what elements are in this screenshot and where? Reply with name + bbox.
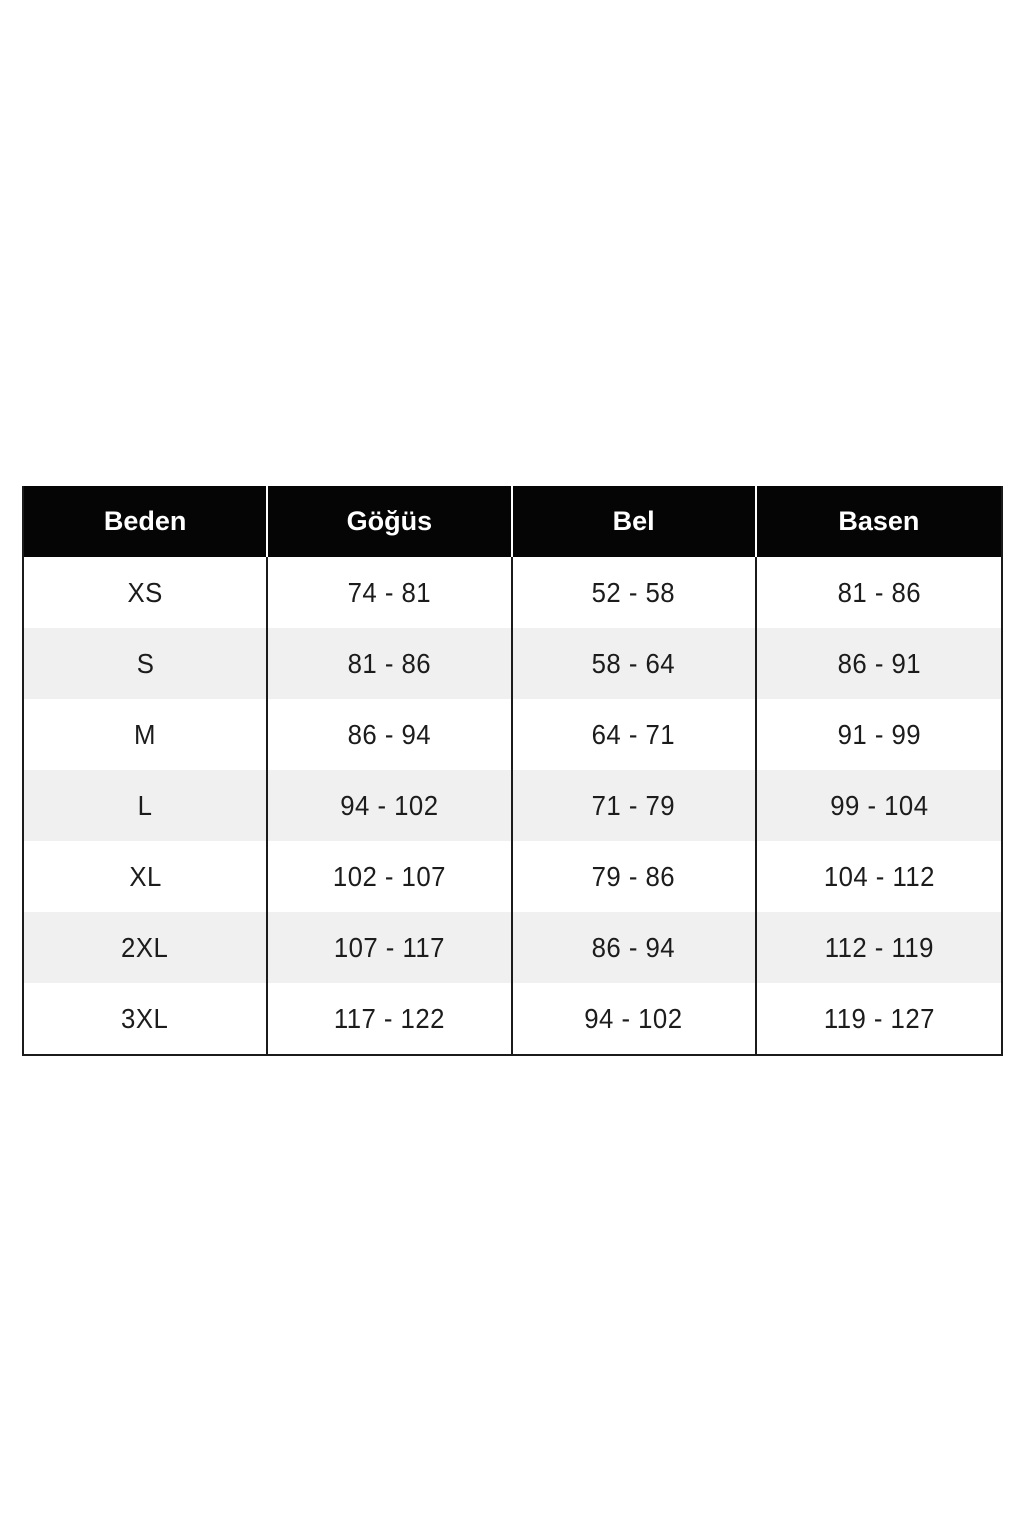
- column-header-size: Beden: [24, 486, 269, 557]
- chest-cell: 107 - 117: [268, 912, 513, 983]
- table-row-l: L 94 - 102 71 - 79 99 - 104: [24, 770, 1001, 841]
- waist-cell: 79 - 86: [513, 841, 757, 912]
- waist-cell: 71 - 79: [513, 770, 757, 841]
- hips-cell: 86 - 91: [837, 647, 921, 679]
- size-chart-table: Beden Göğüs Bel Basen XS 74 - 81 52 - 58…: [22, 486, 1003, 1056]
- chest-cell: 81 - 86: [268, 628, 513, 699]
- size-chart-header-row: Beden Göğüs Bel Basen: [24, 486, 1001, 557]
- chest-cell: 102 - 107: [268, 841, 513, 912]
- chest-cell: 74 - 81: [268, 557, 513, 628]
- table-row-s: S 81 - 86 58 - 64 86 - 91: [24, 628, 1001, 699]
- column-header-hips: Basen: [838, 506, 920, 536]
- table-row-2xl: 2XL 107 - 117 86 - 94 112 - 119: [24, 912, 1001, 983]
- size-cell: L: [24, 770, 269, 841]
- size-cell: XL: [24, 841, 269, 912]
- table-row-xs: XS 74 - 81 52 - 58 81 - 86: [24, 557, 1001, 628]
- hips-cell: 81 - 86: [837, 576, 921, 608]
- hips-cell: 104 - 112: [823, 860, 935, 892]
- size-cell: M: [24, 699, 269, 770]
- waist-cell: 86 - 94: [513, 912, 757, 983]
- waist-cell: 64 - 71: [513, 699, 757, 770]
- waist-cell: 94 - 102: [513, 983, 757, 1054]
- waist-cell: 52 - 58: [513, 557, 757, 628]
- hips-cell: 119 - 127: [823, 1002, 935, 1034]
- size-cell: 2XL: [24, 912, 269, 983]
- waist-cell: 58 - 64: [513, 628, 757, 699]
- table-row-m: M 86 - 94 64 - 71 91 - 99: [24, 699, 1001, 770]
- chest-cell: 94 - 102: [268, 770, 513, 841]
- table-row-xl: XL 102 - 107 79 - 86 104 - 112: [24, 841, 1001, 912]
- size-cell: 3XL: [24, 983, 269, 1054]
- hips-cell: 112 - 119: [824, 931, 934, 963]
- column-header-chest: Göğüs: [268, 486, 513, 557]
- table-row-3xl: 3XL 117 - 122 94 - 102 119 - 127: [24, 983, 1001, 1054]
- column-header-waist: Bel: [513, 486, 757, 557]
- hips-cell: 99 - 104: [829, 789, 928, 821]
- chest-cell: 86 - 94: [268, 699, 513, 770]
- chest-cell: 117 - 122: [268, 983, 513, 1054]
- size-cell: XS: [24, 557, 269, 628]
- size-cell: S: [24, 628, 269, 699]
- hips-cell: 91 - 99: [837, 718, 921, 750]
